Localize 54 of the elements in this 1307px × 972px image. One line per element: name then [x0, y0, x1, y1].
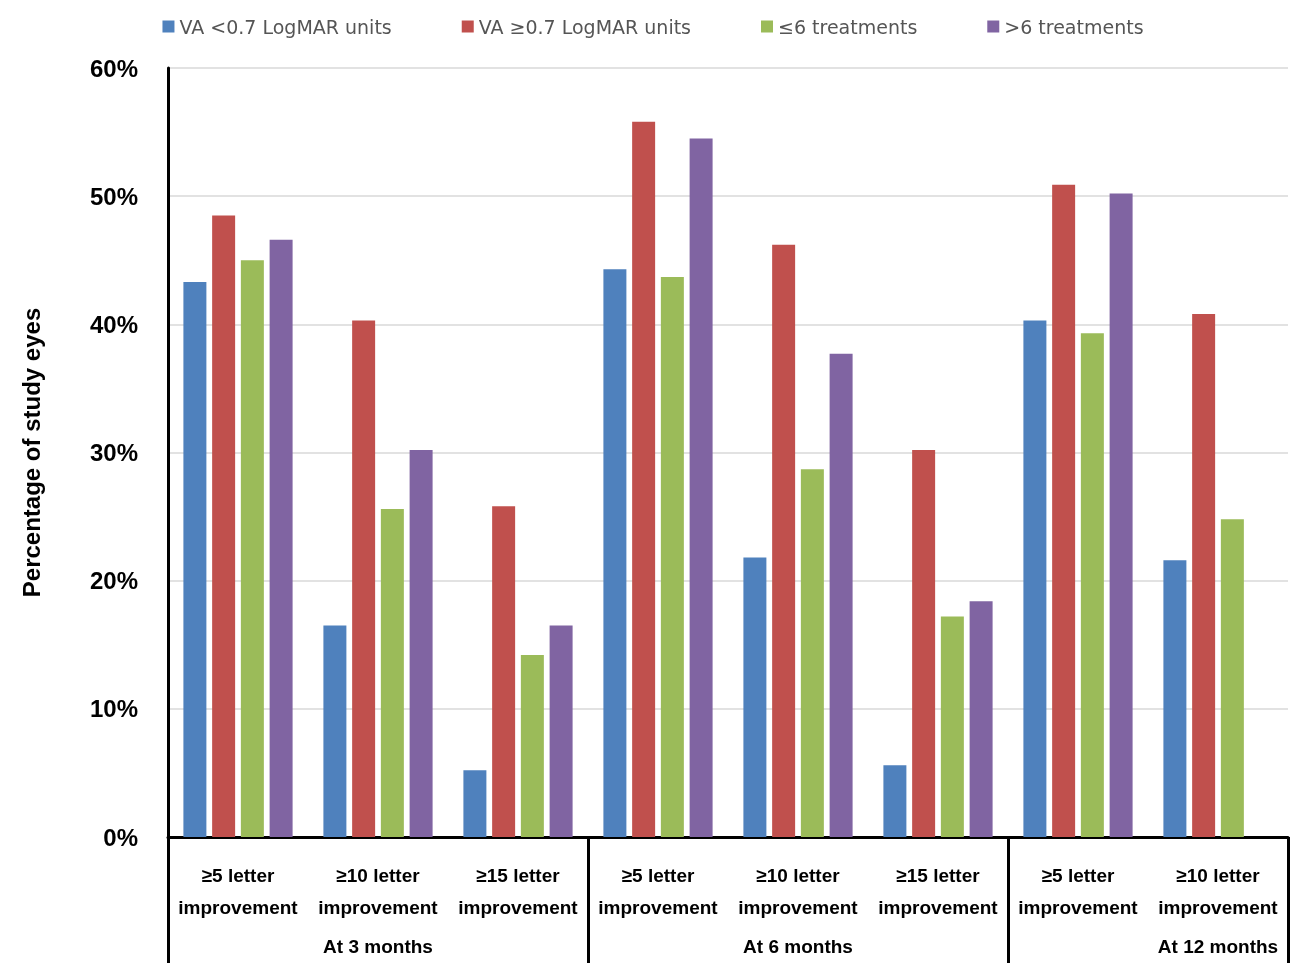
bar [1109, 193, 1133, 837]
bar [1163, 560, 1187, 837]
bar [829, 353, 853, 837]
y-tick-label: 30% [89, 439, 138, 466]
x-tick-label: ≥5 letter improvement [1018, 864, 1139, 918]
y-tick-label: 20% [89, 567, 138, 595]
text: At 12 months [1157, 936, 1279, 957]
x-tick-label: ≥10 letter improvement [738, 864, 859, 918]
bar [772, 244, 796, 837]
text: At 6 months [743, 936, 853, 957]
bar [1192, 314, 1216, 837]
bar [632, 121, 656, 837]
bar [463, 770, 487, 837]
bar [520, 655, 544, 837]
bar [549, 625, 573, 837]
bar [212, 215, 236, 837]
bar [183, 282, 207, 837]
bar [800, 469, 824, 837]
bar [352, 320, 376, 837]
bar [323, 625, 347, 837]
y-axis-title: Percentage of study eyes [17, 307, 45, 598]
bar [1023, 320, 1047, 837]
x-tick-label: ≥5 letter improvement [598, 864, 719, 918]
x-tick-label: ≥5 letter improvement [178, 864, 299, 918]
bar [689, 138, 713, 837]
bar [883, 765, 907, 837]
bar [492, 506, 516, 837]
bar [912, 449, 936, 837]
bar [1220, 519, 1244, 837]
bar [940, 616, 964, 837]
bar [1080, 333, 1104, 837]
x-tick-label: ≥15 letter improvement [458, 864, 579, 918]
y-tick-label: 0% [103, 823, 138, 851]
text: At 3 months [323, 936, 433, 957]
legend-label: VA ≥0.7 LogMAR units [478, 15, 692, 38]
legend-label: VA <0.7 LogMAR units [179, 15, 392, 38]
x-tick-label: ≥15 letter improvement [878, 864, 999, 918]
bar [1052, 184, 1076, 837]
x-tick-label: ≥10 letter improvement [318, 864, 439, 918]
y-tick-label: 50% [89, 182, 138, 210]
bar [240, 260, 264, 837]
bar [969, 601, 993, 837]
bar [380, 508, 404, 837]
legend-label: ≤6 treatments [778, 15, 918, 38]
bar [603, 269, 627, 837]
y-tick-label: 40% [89, 310, 138, 338]
bar [660, 276, 684, 837]
bar [409, 449, 433, 837]
y-tick-label: 10% [89, 695, 138, 723]
y-tick-label: 60% [89, 54, 138, 82]
x-tick-label: ≥10 letter improvement [1158, 864, 1279, 918]
bar [269, 239, 293, 837]
legend-label: >6 treatments [1004, 15, 1144, 38]
bar [743, 557, 767, 837]
